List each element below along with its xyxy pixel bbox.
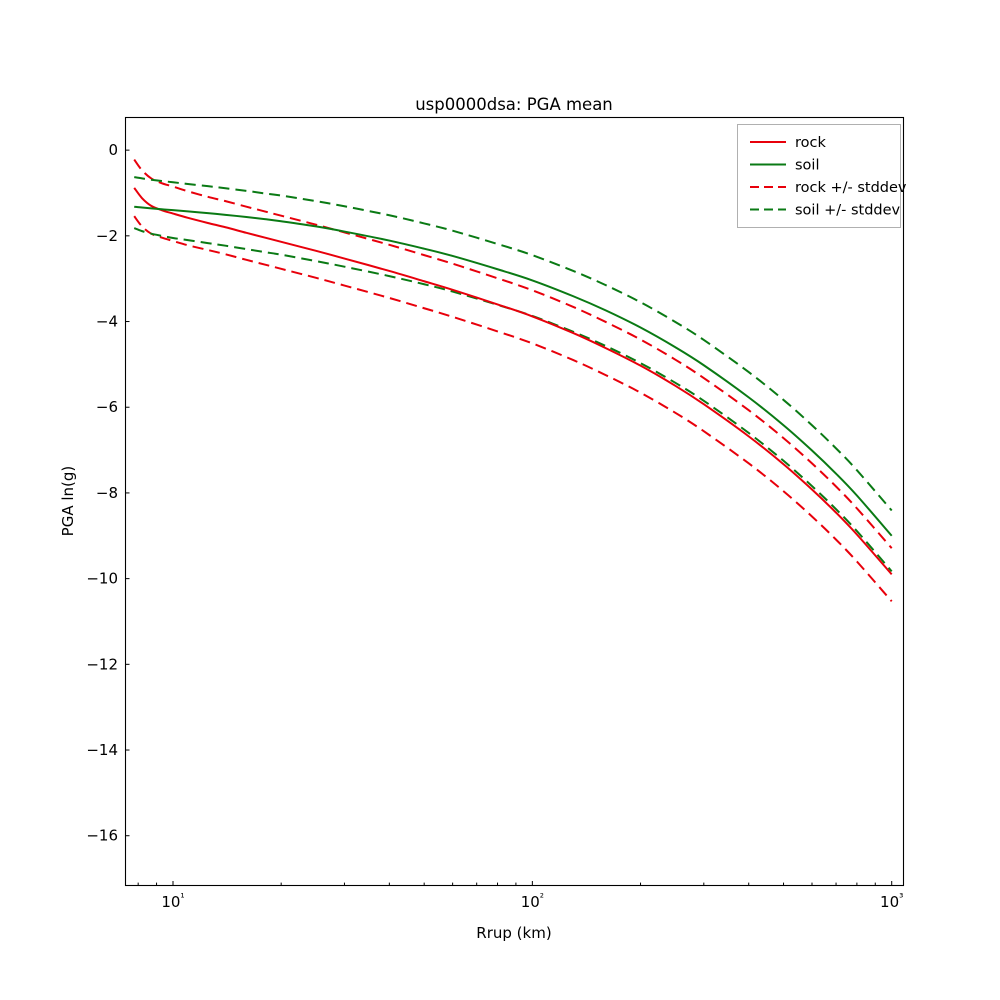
series-curve-rock-stddev-upper	[133, 158, 893, 549]
y-tick-label: −10	[86, 570, 118, 588]
legend-label-2: rock +/- stddev	[795, 180, 907, 196]
y-tick-label: 0	[108, 141, 118, 159]
series-curve-rock	[133, 187, 893, 575]
legend-label-0: rock	[795, 135, 826, 151]
legend-items: rock soil rock +/- stddev soil +/- stddev	[750, 135, 907, 219]
y-tick-label: −6	[96, 398, 118, 416]
x-tick-label: 10³	[880, 892, 903, 911]
series-curve-soil	[134, 205, 893, 537]
plot-frame	[124, 116, 905, 887]
y-tick-label: −16	[86, 827, 118, 845]
x-tick-label: 10²	[521, 892, 544, 911]
legend-label-3: soil +/- stddev	[795, 203, 901, 219]
y-tick-label: −12	[86, 655, 118, 673]
legend-label-1: soil	[795, 158, 819, 174]
x-tick-label: 10¹	[161, 892, 184, 911]
chart-legend[interactable]: rock soil rock +/- stddev soil +/- stddev	[737, 124, 907, 228]
page-title: usp0000dsa: PGA mean	[415, 95, 613, 114]
x-axis-label: Rrup (km)	[476, 924, 551, 942]
y-axis-ticks: 0 −2 −4 −6 −8 −10 −12 −14 −16	[86, 141, 130, 845]
y-tick-label: −14	[86, 741, 118, 759]
x-axis-ticks: 10¹ 10² 10³	[137, 881, 903, 911]
y-tick-label: −2	[96, 227, 118, 245]
series-curve-rock-stddev-lower	[133, 215, 893, 602]
series-curve-soil-stddev-upper	[134, 176, 893, 512]
series-curve-soil-stddev-lower	[133, 227, 893, 572]
y-tick-label: −8	[96, 484, 118, 502]
y-tick-label: −4	[96, 313, 118, 331]
data-series-group	[133, 158, 893, 602]
y-axis-label: PGA ln(g)	[59, 466, 77, 537]
